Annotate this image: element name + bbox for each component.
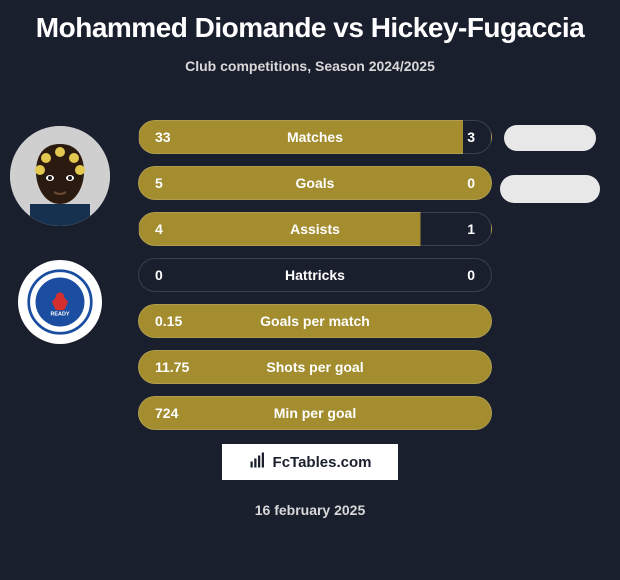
stat-left-value: 5 bbox=[155, 175, 207, 191]
svg-text:READY: READY bbox=[50, 312, 69, 318]
stat-left-value: 4 bbox=[155, 221, 207, 237]
stat-label: Goals bbox=[207, 175, 423, 191]
stat-label: Shots per goal bbox=[207, 359, 423, 375]
stat-row: 5Goals0 bbox=[138, 166, 492, 200]
stat-left-value: 0 bbox=[155, 267, 207, 283]
player-left-avatar bbox=[10, 126, 110, 226]
stat-right-value: 0 bbox=[423, 175, 475, 191]
stat-right-value: 3 bbox=[423, 129, 475, 145]
fctables-watermark: FcTables.com bbox=[222, 444, 398, 480]
stat-right-value: 0 bbox=[423, 267, 475, 283]
infographic-container: Mohammed Diomande vs Hickey-Fugaccia Clu… bbox=[0, 0, 620, 580]
stat-label: Goals per match bbox=[207, 313, 423, 329]
stat-row: 33Matches3 bbox=[138, 120, 492, 154]
infographic-date: 16 february 2025 bbox=[0, 502, 620, 518]
stat-row: 0.15Goals per match bbox=[138, 304, 492, 338]
player-left-club-crest: READY bbox=[18, 260, 102, 344]
stat-label: Min per goal bbox=[207, 405, 423, 421]
stat-row: 11.75Shots per goal bbox=[138, 350, 492, 384]
player-right-club-placeholder bbox=[500, 175, 600, 203]
page-subtitle: Club competitions, Season 2024/2025 bbox=[0, 58, 620, 74]
page-title: Mohammed Diomande vs Hickey-Fugaccia bbox=[0, 12, 620, 44]
stat-left-value: 11.75 bbox=[155, 359, 207, 375]
stat-label: Matches bbox=[207, 129, 423, 145]
stat-row: 4Assists1 bbox=[138, 212, 492, 246]
stat-row: 0Hattricks0 bbox=[138, 258, 492, 292]
stat-left-value: 33 bbox=[155, 129, 207, 145]
stat-right-value: 1 bbox=[423, 221, 475, 237]
fctables-label: FcTables.com bbox=[273, 454, 372, 471]
stat-row: 724Min per goal bbox=[138, 396, 492, 430]
stats-table: 33Matches35Goals04Assists10Hattricks00.1… bbox=[138, 120, 492, 442]
stat-left-value: 0.15 bbox=[155, 313, 207, 329]
player-right-avatar-placeholder bbox=[504, 125, 596, 151]
stat-label: Hattricks bbox=[207, 267, 423, 283]
stat-left-value: 724 bbox=[155, 405, 207, 421]
stat-label: Assists bbox=[207, 221, 423, 237]
bar-chart-icon bbox=[249, 451, 267, 473]
